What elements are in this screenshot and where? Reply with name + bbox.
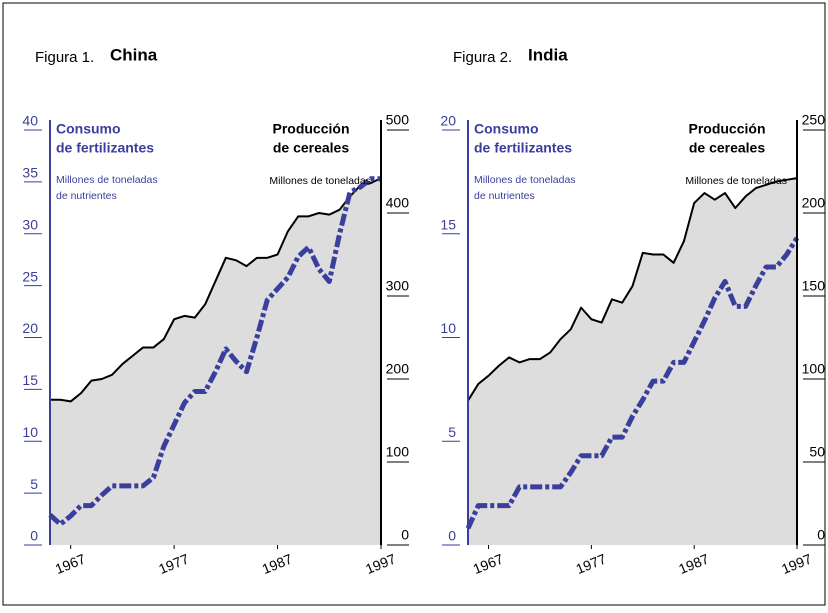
- y-tick-label: 20: [22, 320, 38, 336]
- y-tick-label: 20: [440, 113, 456, 129]
- x-tick-label: 1987: [260, 550, 295, 577]
- figure-label: Figura 1.: [35, 49, 94, 66]
- y-label: de fertilizantes: [474, 140, 572, 156]
- y2-tick-label: 500: [386, 112, 410, 128]
- y-tick-label: 15: [22, 372, 38, 388]
- x-tick-label: 1987: [676, 550, 711, 577]
- y2-label: de cereales: [689, 140, 765, 156]
- y-label: Consumo: [474, 121, 539, 137]
- cereal-line: [467, 177, 798, 402]
- y-tick-label: 10: [22, 424, 38, 440]
- y2-unit: Millones de toneladas: [269, 175, 371, 187]
- y-tick-label: 30: [22, 216, 38, 232]
- y2-tick-label: 50: [809, 444, 825, 460]
- y-tick-label: 35: [22, 165, 38, 181]
- y-tick-label: 15: [440, 216, 456, 232]
- x-tick-label: 1977: [573, 550, 608, 577]
- y2-tick-label: 100: [802, 361, 826, 377]
- x-tick-label: 1967: [53, 550, 88, 577]
- y2-tick-label: 0: [817, 527, 825, 543]
- y2-label: de cereales: [273, 140, 349, 156]
- cereal-line: [50, 177, 382, 403]
- fertilizer-line: [465, 236, 800, 530]
- y-tick-label: 0: [448, 528, 456, 544]
- y2-label: Producción: [272, 121, 349, 137]
- chart-title: India: [528, 45, 568, 64]
- y-unit: Millones de toneladas: [56, 174, 158, 186]
- y-unit: de nutrientes: [56, 190, 117, 202]
- y2-tick-label: 150: [802, 278, 826, 294]
- y-tick-label: 40: [22, 113, 38, 129]
- y-tick-label: 0: [30, 528, 38, 544]
- y-tick-label: 5: [30, 476, 38, 492]
- y2-tick-label: 400: [386, 195, 410, 211]
- figure-label: Figura 2.: [453, 49, 512, 66]
- y2-tick-label: 100: [386, 444, 410, 460]
- y2-label: Producción: [688, 121, 765, 137]
- y2-tick-label: 0: [401, 527, 409, 543]
- y-label: de fertilizantes: [56, 140, 154, 156]
- x-tick-label: 1997: [779, 550, 814, 577]
- x-tick-label: 1997: [363, 550, 398, 577]
- y-tick-label: 25: [22, 268, 38, 284]
- chart-title: China: [110, 45, 158, 64]
- x-tick-label: 1967: [471, 550, 506, 577]
- y2-tick-label: 200: [386, 361, 410, 377]
- y-tick-label: 5: [448, 424, 456, 440]
- y2-unit: Millones de toneladas: [685, 175, 787, 187]
- area: [468, 178, 797, 545]
- y2-tick-label: 250: [802, 112, 826, 128]
- fertilizer-line: [48, 176, 381, 527]
- x-tick-label: 1977: [156, 550, 191, 577]
- y2-tick-label: 300: [386, 278, 410, 294]
- y-unit: de nutrientes: [474, 190, 535, 202]
- y2-tick-label: 200: [802, 195, 826, 211]
- area: [50, 178, 381, 545]
- y-label: Consumo: [56, 121, 121, 137]
- y-unit: Millones de toneladas: [474, 174, 576, 186]
- y-tick-label: 10: [440, 320, 456, 336]
